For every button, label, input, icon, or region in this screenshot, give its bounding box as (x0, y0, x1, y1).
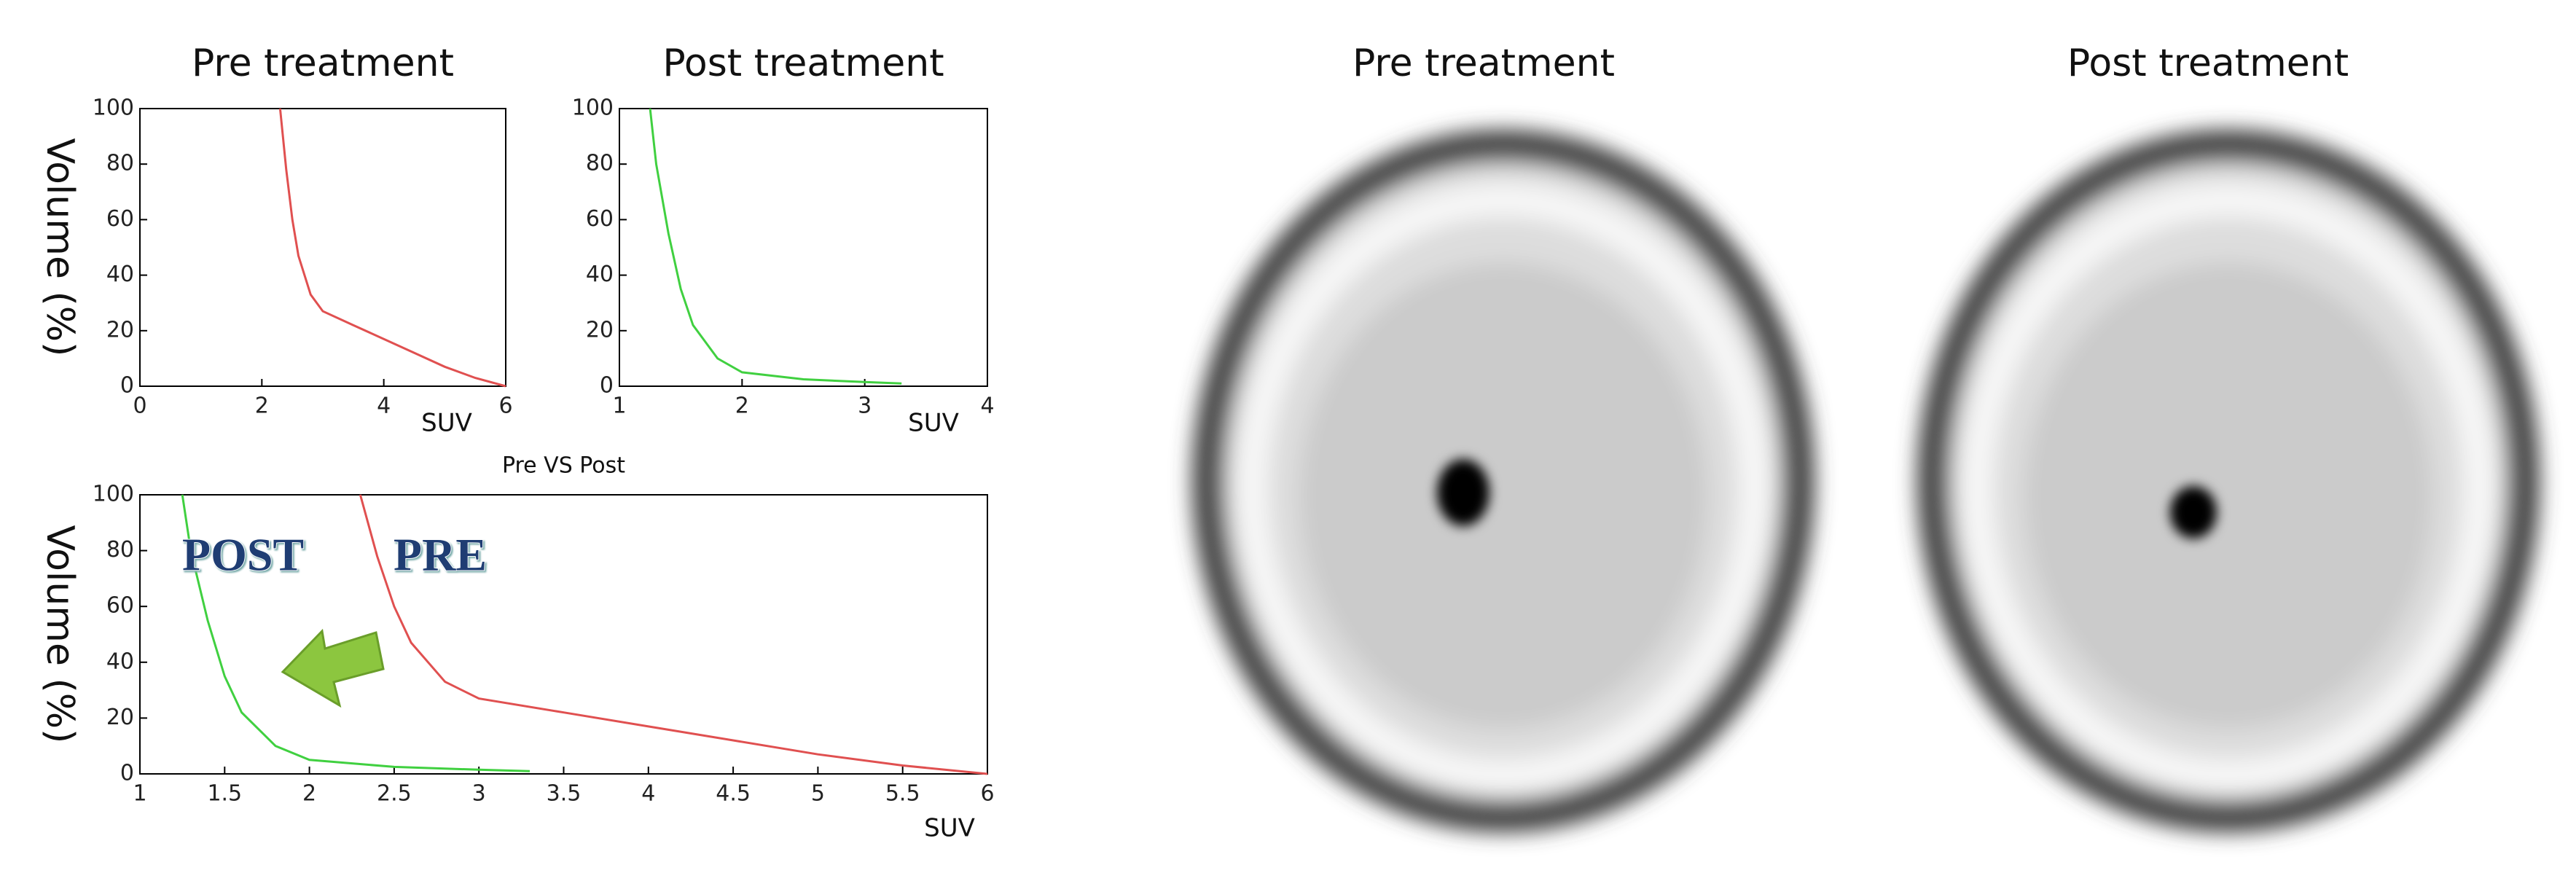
chart-title: Post treatment (662, 42, 944, 85)
y-tick-label: 40 (106, 649, 134, 674)
x-tick-label: 3 (858, 393, 872, 419)
x-tick-label: 1.5 (207, 781, 242, 807)
y-tick-label: 60 (586, 206, 614, 232)
y-tick-label: 80 (106, 537, 134, 563)
scan-post (1917, 129, 2540, 833)
x-tick-label: 3 (472, 781, 486, 807)
x-tick-label: 1 (133, 781, 146, 807)
lesion-post (2170, 486, 2217, 539)
x-tick-label: 2.5 (377, 781, 412, 807)
x-axis-label: SUV (908, 409, 959, 438)
y-tick-label: 20 (106, 317, 134, 342)
x-tick-label: 5 (811, 781, 825, 807)
x-tick-label: 2 (735, 393, 749, 419)
x-tick-label: 4 (641, 781, 655, 807)
series-line (359, 494, 988, 775)
chart-title: Pre VS Post (502, 453, 625, 479)
y-tick-label: 20 (106, 705, 134, 730)
x-axis-label: SUV (924, 814, 975, 843)
y-tick-label: 100 (572, 95, 614, 121)
chart-title: Pre treatment (192, 42, 454, 85)
y-tick-label: 0 (120, 373, 134, 399)
x-tick-label: 6 (980, 781, 994, 807)
y-axis-label: Volume (%) (38, 138, 82, 357)
scan-pre (1191, 129, 1815, 833)
y-tick-label: 0 (600, 373, 614, 399)
y-tick-label: 60 (106, 206, 134, 232)
y-tick-label: 40 (586, 262, 614, 287)
x-tick-label: 1 (612, 393, 626, 419)
lesion-pre (1437, 459, 1489, 526)
x-tick-label: 2 (302, 781, 316, 807)
series-line (649, 108, 902, 385)
x-tick-label: 4.5 (716, 781, 751, 807)
y-tick-label: 60 (106, 593, 134, 619)
series-line (181, 494, 531, 772)
image-title: Post treatment (2067, 42, 2349, 85)
plot-frame (139, 108, 506, 387)
y-tick-label: 100 (93, 95, 134, 121)
x-tick-label: 3.5 (547, 781, 582, 807)
y-tick-label: 0 (120, 761, 134, 786)
x-axis-label: SUV (421, 409, 472, 438)
x-tick-label: 4 (377, 393, 391, 419)
y-tick-label: 80 (106, 151, 134, 176)
y-tick-label: 100 (93, 482, 134, 507)
x-tick-label: 5.5 (885, 781, 920, 807)
x-tick-label: 0 (133, 393, 146, 419)
series-label: PRE (394, 529, 487, 581)
y-tick-label: 80 (586, 151, 614, 176)
series-label: POST (182, 529, 304, 581)
series-line (278, 108, 506, 388)
image-title: Pre treatment (1352, 42, 1615, 85)
x-tick-label: 4 (980, 393, 994, 419)
arrow (281, 628, 385, 708)
x-tick-label: 6 (498, 393, 512, 419)
plot-frame (619, 108, 988, 387)
y-tick-label: 40 (106, 262, 134, 287)
x-tick-label: 2 (255, 393, 269, 419)
y-axis-label: Volume (%) (38, 525, 82, 744)
y-tick-label: 20 (586, 317, 614, 342)
